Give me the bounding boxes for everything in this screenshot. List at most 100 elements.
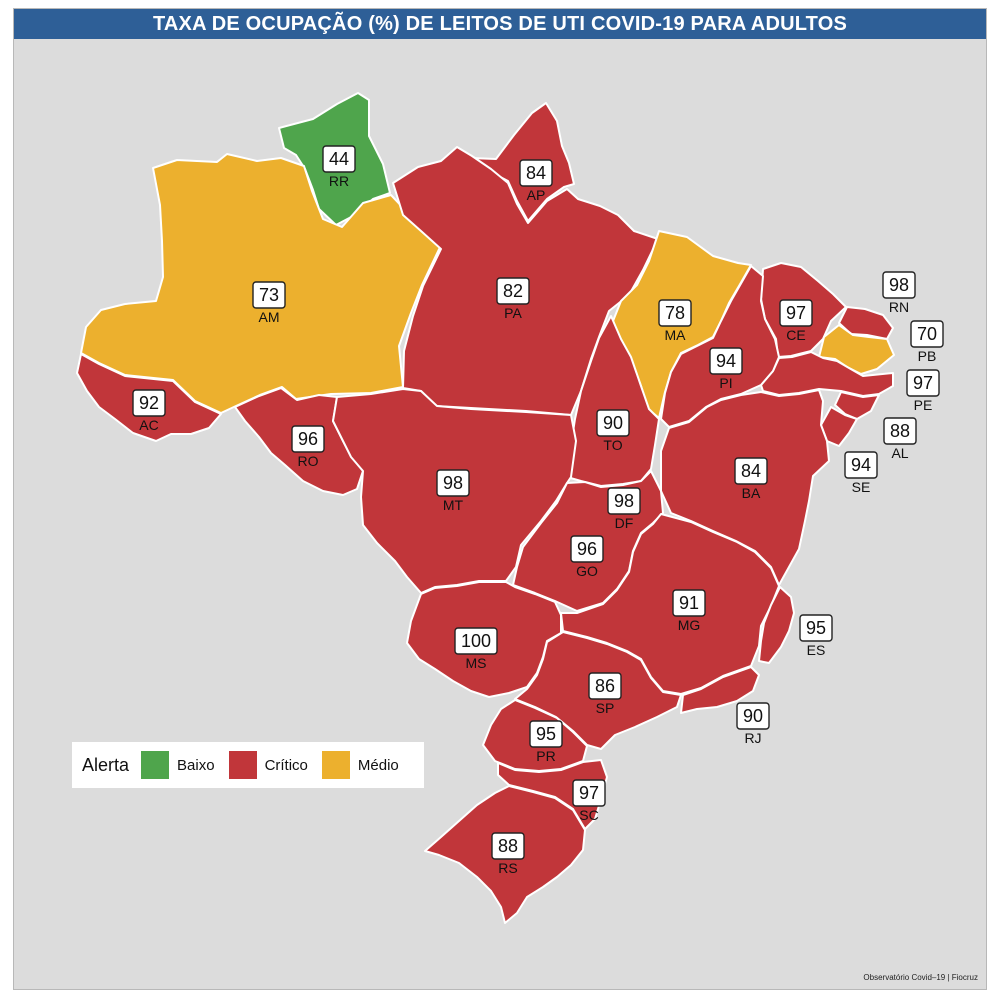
value-box — [291, 425, 325, 453]
legend-label-medio: Médio — [357, 756, 399, 774]
state-abbr: AL — [891, 445, 908, 461]
value-box — [799, 614, 833, 642]
state-value: 44 — [329, 149, 349, 169]
state-label-rj: 90 RJ — [736, 702, 770, 746]
state-label-es: 95 ES — [799, 614, 833, 658]
value-box — [736, 702, 770, 730]
state-value: 88 — [498, 836, 518, 856]
state-label-rr: 44 RR — [322, 145, 356, 189]
state-label-mt: 98 MT — [436, 469, 470, 513]
state-value: 91 — [679, 593, 699, 613]
value-box — [607, 487, 641, 515]
value-box — [883, 417, 917, 445]
value-box — [779, 299, 813, 327]
state-abbr: SP — [596, 700, 615, 716]
state-abbr: BA — [742, 485, 761, 501]
state-value: 97 — [786, 303, 806, 323]
credit: Observatório Covid–19 | Fiocruz — [863, 973, 978, 982]
value-box — [734, 457, 768, 485]
state-label-ms: 100 MS — [454, 627, 498, 671]
state-pe — [760, 351, 894, 397]
value-box — [529, 720, 563, 748]
map-title: TAXA DE OCUPAÇÃO (%) DE LEITOS DE UTI CO… — [14, 9, 986, 39]
state-value: 94 — [851, 455, 871, 475]
state-al — [834, 391, 880, 420]
state-value: 73 — [259, 285, 279, 305]
value-box — [596, 409, 630, 437]
state-es — [758, 586, 795, 664]
state-value: 90 — [603, 413, 623, 433]
legend: Alerta Baixo Crítico Médio — [72, 742, 424, 788]
state-abbr: RN — [889, 299, 909, 315]
state-value: 100 — [461, 631, 491, 651]
value-box — [572, 779, 606, 807]
state-value: 84 — [526, 163, 546, 183]
state-abbr: RS — [498, 860, 517, 876]
state-abbr: PA — [504, 305, 522, 321]
state-label-pr: 95 PR — [529, 720, 563, 764]
state-value: 88 — [890, 421, 910, 441]
state-label-ro: 96 RO — [291, 425, 325, 469]
state-value: 97 — [579, 783, 599, 803]
state-label-al: 88 AL — [883, 417, 917, 461]
state-abbr: PR — [536, 748, 555, 764]
state-label-ma: 78 MA — [658, 299, 692, 343]
state-label-df: 98 DF — [607, 487, 641, 531]
state-abbr: PI — [719, 375, 732, 391]
state-label-pe: 97 PE — [906, 369, 940, 413]
map-frame: TAXA DE OCUPAÇÃO (%) DE LEITOS DE UTI CO… — [13, 8, 987, 990]
value-box — [491, 832, 525, 860]
state-rj — [680, 666, 760, 714]
state-value: 98 — [889, 275, 909, 295]
state-abbr: RO — [298, 453, 319, 469]
state-abbr: MT — [443, 497, 464, 513]
value-box — [882, 271, 916, 299]
legend-title: Alerta — [82, 754, 130, 775]
state-abbr: SC — [579, 807, 598, 823]
state-value: 97 — [913, 373, 933, 393]
state-value: 90 — [743, 706, 763, 726]
state-abbr: RJ — [744, 730, 761, 746]
value-box — [322, 145, 356, 173]
value-box — [436, 469, 470, 497]
state-value: 70 — [917, 324, 937, 344]
state-label-ba: 84 BA — [734, 457, 768, 501]
state-value: 98 — [443, 473, 463, 493]
value-box — [570, 535, 604, 563]
state-abbr: PB — [918, 348, 937, 364]
state-label-to: 90 TO — [596, 409, 630, 453]
state-abbr: AP — [527, 187, 546, 203]
state-value: 86 — [595, 676, 615, 696]
state-value: 98 — [614, 491, 634, 511]
state-abbr: ES — [807, 642, 826, 658]
state-value: 82 — [503, 281, 523, 301]
state-label-rs: 88 RS — [491, 832, 525, 876]
value-box — [672, 589, 706, 617]
state-abbr: AC — [139, 417, 158, 433]
state-label-pb: 70 PB — [910, 320, 944, 364]
legend-swatch-baixo — [141, 751, 170, 779]
state-value: 84 — [741, 461, 761, 481]
state-value: 95 — [806, 618, 826, 638]
state-label-se: 94 SE — [844, 451, 878, 495]
value-box — [454, 627, 498, 655]
legend-swatch-critico — [228, 751, 257, 779]
state-value: 96 — [298, 429, 318, 449]
state-abbr: MG — [678, 617, 701, 633]
value-box — [658, 299, 692, 327]
legend-swatch-medio — [321, 751, 350, 779]
state-abbr: GO — [576, 563, 598, 579]
state-label-pa: 82 PA — [496, 277, 530, 321]
legend-label-critico: Crítico — [264, 756, 308, 774]
state-abbr: CE — [786, 327, 805, 343]
state-abbr: AM — [259, 309, 280, 325]
state-label-pi: 94 PI — [709, 347, 743, 391]
state-label-rn: 98 RN — [882, 271, 916, 315]
state-abbr: DF — [615, 515, 634, 531]
state-label-ac: 92 AC — [132, 389, 166, 433]
value-box — [709, 347, 743, 375]
value-box — [588, 672, 622, 700]
state-value: 96 — [577, 539, 597, 559]
value-box — [252, 281, 286, 309]
